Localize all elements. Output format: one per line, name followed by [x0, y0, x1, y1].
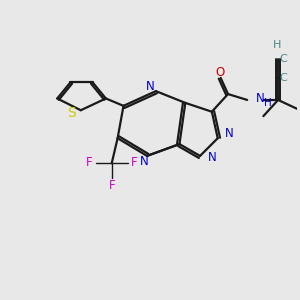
- Text: C: C: [280, 54, 287, 64]
- Text: N: N: [225, 127, 234, 140]
- Text: F: F: [86, 156, 92, 169]
- Text: N: N: [256, 92, 265, 105]
- Text: N: N: [140, 155, 149, 168]
- Text: N: N: [146, 80, 155, 93]
- Text: S: S: [67, 106, 76, 120]
- Text: H: H: [264, 98, 272, 109]
- Text: F: F: [108, 179, 115, 192]
- Text: C: C: [280, 73, 287, 83]
- Text: O: O: [215, 66, 225, 79]
- Text: H: H: [272, 40, 281, 50]
- Text: F: F: [131, 156, 138, 169]
- Text: N: N: [207, 151, 216, 164]
